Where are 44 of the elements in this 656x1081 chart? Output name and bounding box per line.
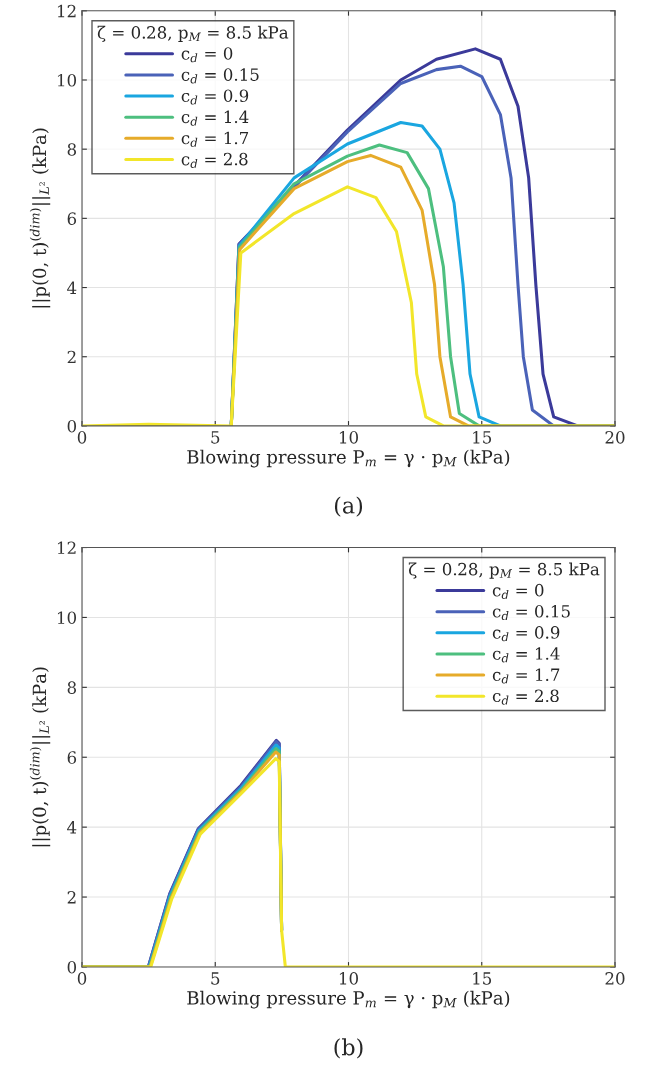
- y-tick-label: 4: [67, 281, 77, 294]
- y-tick-label: 2: [67, 350, 76, 364]
- x-tick-label: 20: [605, 972, 625, 985]
- x-tick-label: 5: [211, 431, 220, 444]
- x-tick-label: 0: [77, 972, 87, 985]
- legend-title: ζ = 0.28, p$_{M}$ = 8.5 kPa: [97, 25, 289, 42]
- text: (a): [334, 496, 363, 517]
- x-tick-label: 15: [473, 431, 492, 444]
- y-axis-title: ||p(0, t)$^{(dim)}$||$_{L²}$ (kPa): [29, 128, 51, 308]
- y-tick-label: 10: [57, 73, 77, 87]
- y-axis-title: ||p(0, t)$^{(dim)}$||$_{L²}$ (kPa): [29, 667, 51, 847]
- x-axis-title: Blowing pressure P$_{m}$ = γ · p$_{M}$ (kPa): [187, 449, 510, 468]
- y-tick-label: 8: [67, 143, 77, 156]
- legend-label: c$_{d}$ = 0.15: [181, 68, 259, 84]
- legend-label: c$_{d}$ = 1.4: [492, 647, 560, 663]
- legend-label: c$_{d}$ = 1.7: [181, 131, 249, 147]
- x-tick-label: 15: [473, 972, 492, 985]
- x-tick-label: 0: [77, 431, 87, 444]
- x-tick-label: 10: [339, 431, 358, 444]
- legend-label: c$_{d}$ = 0.15: [492, 604, 570, 621]
- y-tick-label: 12: [57, 541, 76, 554]
- y-tick-label: 12: [57, 4, 76, 18]
- x-tick-label: 10: [339, 972, 358, 985]
- legend-title: ζ = 0.28, p$_{M}$ = 8.5 kPa: [408, 562, 600, 579]
- x-tick-label: 5: [211, 972, 220, 985]
- legend-label: c$_{d}$ = 2.8: [492, 689, 559, 705]
- legend-label: c$_{d}$ = 0.9: [492, 626, 560, 642]
- y-tick-label: 10: [57, 611, 77, 624]
- y-tick-label: 8: [67, 681, 77, 694]
- y-tick-label: 2: [67, 891, 76, 904]
- y-tick-label: 6: [67, 751, 77, 764]
- legend-label: c$_{d}$ = 1.7: [492, 668, 560, 684]
- text: (b): [334, 1038, 363, 1059]
- x-axis-title: Blowing pressure P$_{m}$ = γ · p$_{M}$ (kPa): [187, 990, 510, 1009]
- legend-label: c$_{d}$ = 0: [181, 47, 233, 63]
- legend-label: c$_{d}$ = 0.9: [181, 89, 249, 105]
- x-tick-label: 20: [605, 431, 625, 444]
- y-tick-label: 0: [67, 960, 77, 974]
- y-tick-label: 6: [67, 212, 77, 225]
- legend-label: c$_{d}$ = 0: [492, 583, 544, 599]
- y-tick-label: 0: [67, 419, 77, 433]
- y-tick-label: 4: [67, 821, 77, 834]
- legend-label: c$_{d}$ = 1.4: [181, 110, 249, 126]
- legend-label: c$_{d}$ = 2.8: [181, 152, 248, 168]
